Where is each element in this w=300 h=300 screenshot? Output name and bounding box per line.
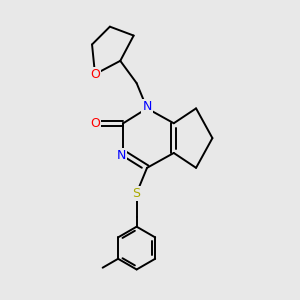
Text: O: O <box>90 68 100 81</box>
Text: O: O <box>90 117 100 130</box>
Text: N: N <box>142 100 152 113</box>
Text: N: N <box>117 148 127 162</box>
Text: S: S <box>133 187 141 200</box>
